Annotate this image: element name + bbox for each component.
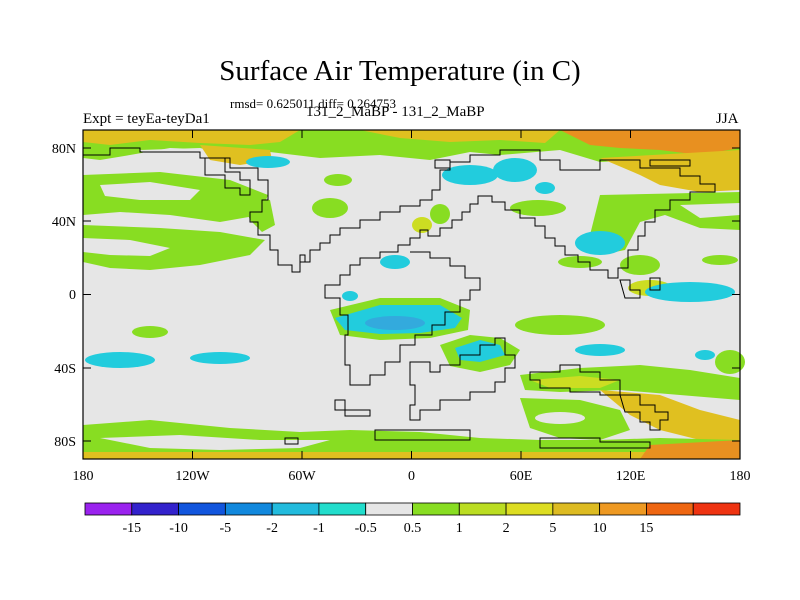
colorbar-label: 1 bbox=[456, 521, 463, 536]
anomaly-patch bbox=[365, 316, 425, 330]
anomaly-patch bbox=[324, 174, 352, 186]
anomaly-patch bbox=[100, 182, 200, 200]
anomaly-patch bbox=[560, 130, 740, 155]
colorbar-swatch bbox=[599, 502, 647, 516]
anomaly-patch bbox=[640, 440, 740, 459]
anomaly-patch bbox=[520, 365, 740, 400]
colorbar-swatch bbox=[646, 502, 694, 516]
colorbar-swatch bbox=[84, 502, 133, 516]
colorbar-label: -10 bbox=[169, 521, 188, 536]
colorbar-label: 10 bbox=[593, 521, 607, 536]
colorbar-swatch bbox=[365, 502, 413, 516]
colorbar-swatch bbox=[412, 502, 460, 516]
x-tick-label: 60E bbox=[510, 469, 533, 484]
x-tick-label: 180 bbox=[73, 469, 94, 484]
anomaly-patch bbox=[575, 344, 625, 356]
anomaly-patch bbox=[702, 255, 738, 265]
anomaly-patch bbox=[510, 200, 566, 216]
anomaly-patch bbox=[83, 238, 170, 256]
experiment-label: Expt = teyEa-teyDa1 bbox=[83, 111, 210, 127]
colorbar-label: 0.5 bbox=[404, 521, 422, 536]
anomaly-patch bbox=[442, 165, 498, 185]
y-tick-label: 0 bbox=[69, 288, 76, 303]
coastlines bbox=[83, 147, 716, 449]
anomaly-patch bbox=[695, 350, 715, 360]
anomaly-patch bbox=[246, 156, 290, 168]
anomaly-patch bbox=[100, 435, 330, 450]
y-tick-label: 80S bbox=[54, 435, 76, 450]
season-label: JJA bbox=[716, 111, 739, 127]
x-tick-label: 120E bbox=[616, 469, 646, 484]
colorbar-label: -0.5 bbox=[355, 521, 377, 536]
anomaly-patch bbox=[620, 255, 660, 275]
anomaly-patch bbox=[380, 255, 410, 269]
anomaly-patch bbox=[132, 326, 168, 338]
y-axis-labels: 80N 40N 0 40S 80S bbox=[52, 142, 76, 450]
x-tick-label: 120W bbox=[175, 469, 210, 484]
colorbar-label: -2 bbox=[266, 521, 278, 536]
colorbar-swatch bbox=[552, 502, 601, 516]
colorbar-label: -1 bbox=[313, 521, 325, 536]
anomaly-patch bbox=[645, 282, 735, 302]
colorbar-swatch bbox=[131, 502, 179, 516]
y-tick-label: 40N bbox=[52, 215, 76, 230]
colorbar-swatch bbox=[318, 502, 367, 516]
colorbar-swatch bbox=[458, 502, 507, 516]
x-tick-label: 0 bbox=[408, 469, 415, 484]
anomaly-patch bbox=[493, 158, 537, 182]
anomaly-patch bbox=[190, 352, 250, 364]
anomaly-patch bbox=[535, 182, 555, 194]
anomaly-patch bbox=[575, 231, 625, 255]
anomaly-patch bbox=[680, 203, 740, 218]
anomaly-patch bbox=[515, 315, 605, 335]
x-tick-label: 180 bbox=[730, 469, 751, 484]
x-axis-labels: 180 120W 60W 0 60E 120E 180 bbox=[73, 469, 751, 484]
axis-ticks bbox=[82, 130, 741, 459]
anomaly-patch bbox=[342, 291, 358, 301]
anomaly-patch bbox=[85, 352, 155, 368]
anomaly-patch bbox=[83, 130, 300, 145]
colorbar-swatch bbox=[505, 502, 554, 516]
anomaly-patch bbox=[535, 412, 585, 424]
anomaly-patch bbox=[312, 198, 348, 218]
colorbar-label: 15 bbox=[639, 521, 653, 536]
colorbar-swatch bbox=[224, 502, 273, 516]
experiment-subtitle: 131_2_MaBP - 131_2_MaBP bbox=[306, 104, 485, 120]
y-tick-label: 80N bbox=[52, 142, 76, 157]
statistics-label: rmsd= 0.625011 diff= 0.264753 bbox=[230, 96, 396, 111]
colorbar-swatch bbox=[692, 502, 741, 516]
anomaly-patch bbox=[430, 204, 450, 224]
colorbar-swatch bbox=[271, 502, 320, 516]
colorbar-label: 5 bbox=[549, 521, 556, 536]
colorbar-labels: -15 -10 -5 -2 -1 -0.5 0.5 1 2 5 10 15 bbox=[122, 521, 653, 536]
anomaly-patch bbox=[412, 217, 432, 233]
y-tick-label: 40S bbox=[54, 362, 76, 377]
x-tick-label: 60W bbox=[288, 469, 316, 484]
colorbar-swatch bbox=[178, 502, 226, 516]
anomaly-patch bbox=[240, 195, 275, 232]
colorbar bbox=[84, 502, 741, 516]
colorbar-label: 2 bbox=[503, 521, 510, 536]
anomaly-patch bbox=[530, 376, 620, 388]
colorbar-label: -5 bbox=[220, 521, 232, 536]
anomaly-patch bbox=[600, 390, 740, 445]
anomaly-patch bbox=[360, 130, 560, 143]
colorbar-label: -15 bbox=[122, 521, 141, 536]
temperature-field bbox=[83, 130, 745, 459]
anomaly-patch bbox=[83, 225, 265, 270]
map-title: Surface Air Temperature (in C) bbox=[219, 55, 581, 87]
